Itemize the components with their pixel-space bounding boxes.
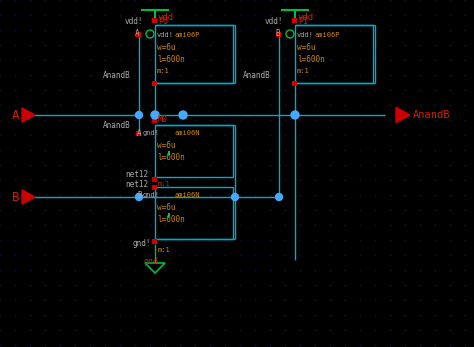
Text: gnd!: gnd! [143, 130, 160, 136]
Text: net12: net12 [125, 169, 148, 178]
Text: ami06P: ami06P [175, 32, 201, 38]
Circle shape [291, 111, 299, 119]
Text: vdd!: vdd! [265, 17, 283, 25]
Text: l=600n: l=600n [157, 54, 185, 64]
Bar [292, 81, 298, 85]
Text: B: B [12, 191, 19, 203]
Bar [153, 118, 157, 122]
Text: w=6u: w=6u [297, 42, 316, 51]
Text: B: B [275, 28, 280, 37]
Text: A: A [12, 109, 19, 121]
Circle shape [286, 30, 294, 38]
Text: ami06N: ami06N [175, 130, 201, 136]
Circle shape [275, 194, 283, 201]
Text: l=600n: l=600n [157, 152, 185, 161]
Circle shape [146, 30, 154, 38]
Bar [137, 130, 142, 135]
Text: m:1: m:1 [158, 181, 171, 187]
Text: vdd: vdd [158, 12, 174, 22]
Text: net12: net12 [125, 179, 148, 188]
Circle shape [136, 111, 143, 118]
Text: m:1: m:1 [158, 247, 171, 253]
Polygon shape [22, 190, 35, 204]
Text: m:1: m:1 [297, 68, 310, 74]
Bar [155, 25, 233, 83]
Polygon shape [22, 108, 35, 122]
Text: ami06N: ami06N [175, 192, 201, 198]
Text: w=6u: w=6u [157, 203, 175, 212]
Bar [155, 187, 233, 239]
Text: A: A [135, 28, 140, 37]
Bar [276, 32, 282, 36]
Circle shape [231, 194, 238, 201]
Bar [153, 17, 157, 23]
Text: vdd!: vdd! [125, 17, 144, 25]
Text: l=600n: l=600n [157, 214, 185, 223]
Text: vdd: vdd [298, 12, 314, 22]
Bar [155, 125, 233, 177]
Text: AnandB: AnandB [103, 70, 131, 79]
Circle shape [136, 194, 143, 201]
Bar [137, 32, 142, 36]
Text: P0: P0 [158, 17, 168, 25]
Text: AnandB: AnandB [243, 70, 271, 79]
Text: m:1: m:1 [157, 68, 170, 74]
Text: M0: M0 [158, 115, 168, 124]
Text: AnandB: AnandB [413, 110, 450, 120]
Bar [137, 193, 142, 197]
Bar [153, 238, 157, 244]
Text: w=6u: w=6u [157, 141, 175, 150]
Bar [292, 17, 298, 23]
Text: ami06P: ami06P [315, 32, 340, 38]
Text: gnd!: gnd! [133, 238, 152, 247]
Bar [153, 81, 157, 85]
Bar [153, 185, 157, 189]
Bar [276, 32, 282, 36]
Polygon shape [396, 107, 410, 123]
Text: AnandB: AnandB [103, 120, 131, 129]
Text: gnd!: gnd! [143, 192, 160, 198]
Text: l=600n: l=600n [297, 54, 325, 64]
Bar [295, 25, 373, 83]
Text: A: A [137, 128, 142, 137]
Text: vdd!: vdd! [157, 32, 174, 38]
Circle shape [151, 111, 159, 119]
Text: gnd: gnd [144, 256, 158, 265]
Circle shape [179, 111, 187, 119]
Bar [153, 177, 157, 181]
Text: P1: P1 [298, 17, 308, 25]
Text: vdd!: vdd! [297, 32, 314, 38]
Text: B: B [137, 191, 142, 200]
Text: w=6u: w=6u [157, 42, 175, 51]
